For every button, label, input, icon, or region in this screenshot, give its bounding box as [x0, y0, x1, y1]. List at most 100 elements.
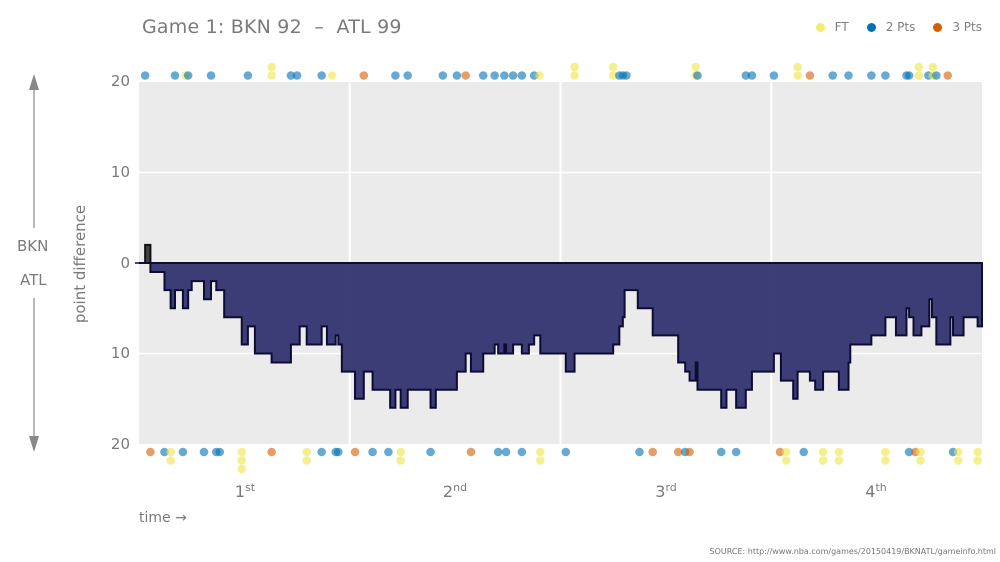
atl-score-dot — [834, 456, 844, 465]
atl-down-arrow-icon — [29, 298, 39, 452]
bkn-score-dot — [867, 71, 876, 80]
atl-score-dot — [178, 447, 188, 457]
bkn-score-dot — [317, 71, 326, 80]
ytick-atl-10: 10 — [110, 344, 130, 362]
ytick-atl-20: 20 — [110, 435, 130, 453]
ytick-0: 0 — [120, 254, 130, 272]
atl-score-dot — [302, 456, 312, 465]
team-label-bkn: BKN — [17, 237, 49, 255]
bkn-score-dot — [500, 71, 509, 80]
bkn-score-dot — [914, 71, 924, 80]
bkn-score-dot — [286, 71, 296, 80]
bkn-score-dot — [359, 71, 369, 80]
bkn-score-dot — [608, 71, 618, 80]
atl-score-dot — [215, 447, 225, 457]
atl-score-dot — [237, 464, 247, 474]
bkn-score-dot — [693, 71, 702, 80]
atl-lead-area — [139, 263, 983, 409]
atl-score-dot — [881, 447, 890, 457]
atl-score-dot — [317, 447, 326, 457]
atl-score-dot — [685, 447, 694, 457]
team-label-atl: ATL — [20, 271, 47, 289]
atl-score-dot — [199, 447, 209, 457]
quarter-label-2: 2nd — [442, 481, 468, 501]
bkn-score-dot — [805, 71, 815, 80]
atl-score-dot — [973, 456, 982, 465]
bkn-score-dot — [517, 71, 527, 80]
atl-score-dot — [953, 447, 963, 457]
atl-score-dot — [916, 447, 925, 457]
atl-score-dot — [818, 447, 828, 457]
atl-score-dot — [396, 447, 405, 457]
atl-score-dot — [501, 447, 511, 457]
atl-score-dot — [799, 447, 809, 457]
legend-label-ft: FT — [834, 20, 849, 34]
quarter-label-3: 3rd — [655, 481, 677, 501]
bkn-score-dot — [403, 71, 413, 80]
bkn-score-dot — [490, 71, 499, 80]
atl-score-dot — [973, 447, 982, 457]
bkn-score-dot — [267, 71, 276, 80]
bkn-score-dot — [570, 71, 579, 80]
bkn-score-dot — [438, 71, 448, 80]
atl-score-dot — [916, 456, 925, 465]
bkn-score-dot — [183, 71, 193, 80]
legend-label-2pts: 2 Pts — [885, 20, 916, 34]
bkn-up-arrow-icon — [29, 74, 39, 228]
bkn-score-dot — [769, 71, 779, 80]
atl-score-dot — [561, 447, 571, 457]
atl-score-dot — [350, 447, 360, 457]
atl-score-dot — [834, 447, 844, 457]
bkn-score-dot — [904, 71, 914, 80]
bkn-score-dot — [452, 71, 462, 80]
atl-score-dot — [904, 447, 914, 457]
atl-score-dot — [166, 447, 175, 457]
bkn-score-dot — [914, 62, 924, 72]
chart-title: Game 1: BKN 92 – ATL 99 — [142, 16, 402, 38]
quarter-label-1: 1st — [234, 481, 256, 501]
atl-score-dot — [146, 447, 155, 457]
atl-score-dot — [368, 447, 377, 457]
legend: FT 2 Pts 3 Pts — [815, 20, 1000, 34]
ytick-bkn-10: 10 — [110, 163, 130, 181]
ft-dot-icon — [815, 22, 825, 32]
quarter-label-4: 4th — [865, 481, 887, 501]
three-pts-dot-icon — [933, 22, 943, 32]
atl-score-dot — [493, 447, 503, 457]
bkn-score-dot — [747, 71, 757, 80]
legend-label-3pts: 3 Pts — [952, 20, 982, 34]
bkn-score-dot — [140, 71, 150, 80]
atl-score-dot — [881, 456, 890, 465]
atl-score-dot — [781, 447, 791, 457]
bkn-score-dot — [828, 71, 838, 80]
bkn-score-dot — [943, 71, 953, 80]
bkn-score-dot — [461, 71, 470, 80]
atl-score-dot — [160, 447, 169, 457]
atl-score-dot — [517, 447, 527, 457]
y-axis-label: point difference — [71, 204, 89, 324]
atl-score-dot — [716, 447, 726, 457]
ytick-bkn-20: 20 — [110, 72, 130, 90]
source-note: SOURCE: http://www.nba.com/games/2015041… — [709, 547, 997, 556]
atl-score-dot — [775, 447, 785, 457]
bkn-score-dot — [608, 62, 618, 72]
bkn-score-dot — [932, 71, 941, 80]
atl-score-dot — [396, 456, 405, 465]
bkn-score-dot — [267, 62, 276, 72]
bkn-score-dot — [327, 71, 337, 80]
atl-score-dot — [635, 447, 644, 457]
bkn-score-dot — [570, 62, 579, 72]
bkn-score-dot — [691, 62, 701, 72]
atl-score-dot — [953, 456, 963, 465]
two-pts-dot-icon — [866, 22, 876, 32]
bkn-score-dot — [844, 71, 853, 80]
bkn-score-dot — [508, 71, 518, 80]
bkn-score-dot — [622, 71, 631, 80]
legend-item-3pts: 3 Pts — [933, 20, 982, 34]
atl-score-dot — [536, 447, 545, 457]
atl-score-dot — [237, 447, 247, 457]
atl-score-dot — [648, 447, 658, 457]
bkn-score-dot — [391, 71, 400, 80]
atl-score-dot — [237, 456, 247, 465]
